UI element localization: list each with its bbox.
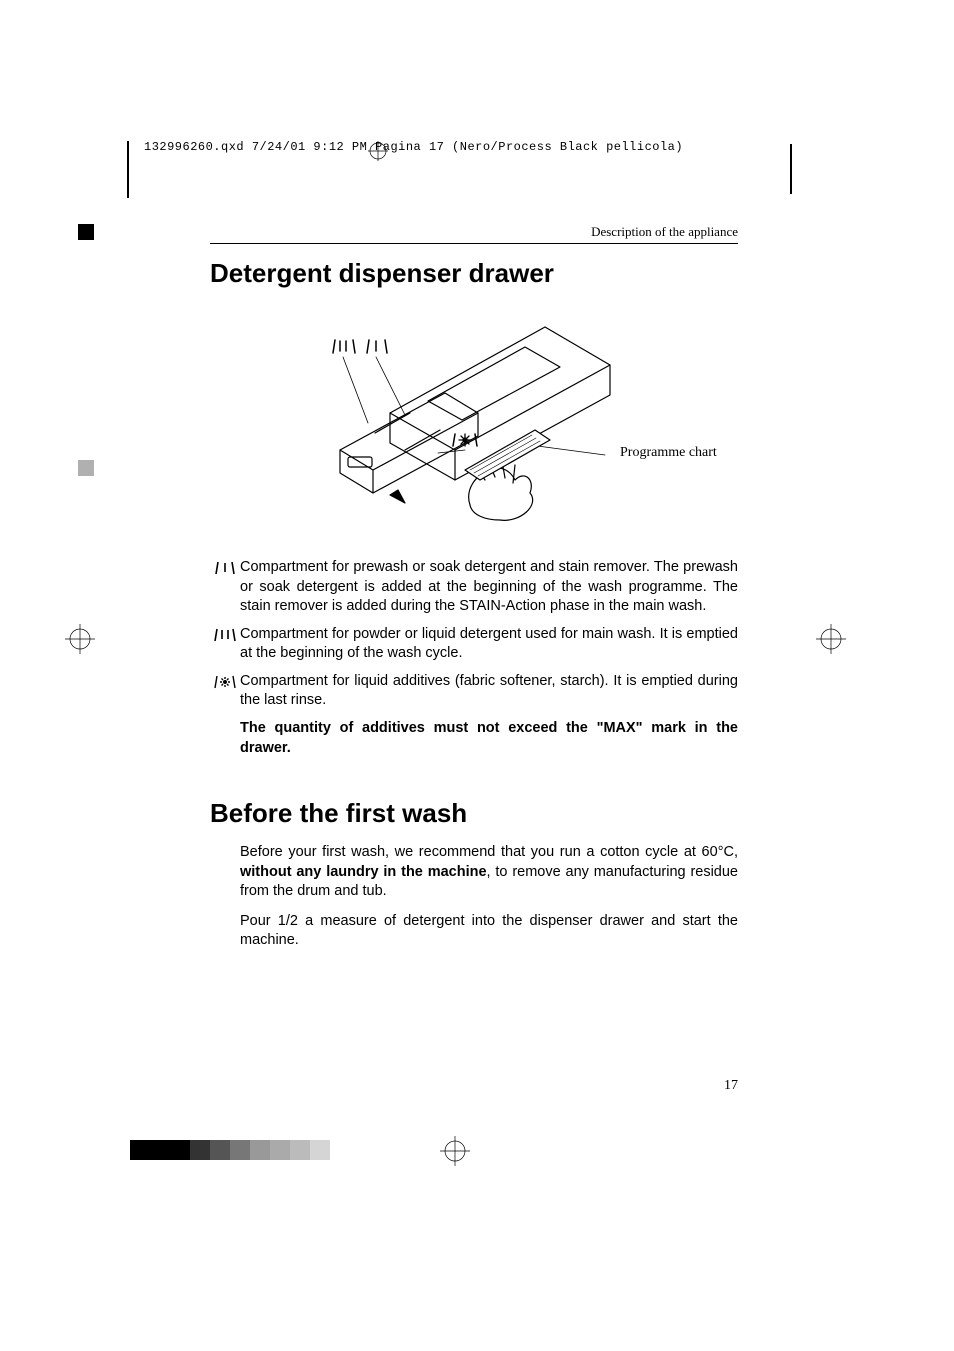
heading-detergent-drawer: Detergent dispenser drawer (210, 258, 738, 289)
page-content: Detergent dispenser drawer (210, 258, 738, 961)
drawer-illustration (310, 305, 640, 535)
crop-mark-left (127, 141, 129, 198)
first-wash-para1: Before your first wash, we recommend tha… (240, 843, 738, 902)
compartment-mainwash: Compartment for powder or liquid deterge… (210, 625, 738, 664)
compartment-softener-text: Compartment for liquid additives (fabric… (240, 672, 738, 711)
max-note: The quantity of additives must not excee… (240, 719, 738, 758)
crop-mark-right (790, 144, 792, 194)
gray-step-0 (130, 1140, 150, 1160)
gray-step-3 (190, 1140, 210, 1160)
gray-step-6 (250, 1140, 270, 1160)
figure-label: Programme chart (620, 445, 717, 461)
mainwash-icon (210, 625, 240, 643)
para1-pre: Before your first wash, we recommend tha… (240, 844, 738, 860)
section-header: Description of the appliance (591, 224, 738, 240)
crop-marker-mid-left (78, 460, 94, 476)
gray-step-9 (310, 1140, 330, 1160)
gray-step-2 (170, 1140, 190, 1160)
gray-step-5 (230, 1140, 250, 1160)
gray-step-7 (270, 1140, 290, 1160)
registration-mark-top (368, 141, 388, 161)
compartment-prewash: Compartment for prewash or soak detergen… (210, 558, 738, 617)
page-number: 17 (724, 1078, 738, 1094)
drawer-figure: Programme chart (310, 305, 738, 540)
gray-step-4 (210, 1140, 230, 1160)
gray-step-8 (290, 1140, 310, 1160)
print-header: 132996260.qxd 7/24/01 9:12 PM Pagina 17 … (144, 140, 683, 154)
grayscale-bar (130, 1140, 330, 1160)
compartment-mainwash-text: Compartment for powder or liquid deterge… (240, 625, 738, 664)
prewash-icon (210, 558, 240, 576)
compartment-list: Compartment for prewash or soak detergen… (210, 558, 738, 711)
gray-step-1 (150, 1140, 170, 1160)
registration-mark-right (816, 624, 846, 654)
crop-marker-top-left (78, 224, 94, 240)
softener-icon (210, 672, 240, 690)
registration-mark-left (65, 624, 95, 654)
heading-first-wash: Before the first wash (210, 798, 738, 829)
header-rule (210, 243, 738, 244)
registration-mark-bottom (440, 1136, 470, 1166)
compartment-prewash-text: Compartment for prewash or soak detergen… (240, 558, 738, 617)
para1-bold: without any laundry in the machine (240, 864, 487, 880)
first-wash-para2: Pour 1/2 a measure of detergent into the… (240, 912, 738, 951)
compartment-softener: Compartment for liquid additives (fabric… (210, 672, 738, 711)
